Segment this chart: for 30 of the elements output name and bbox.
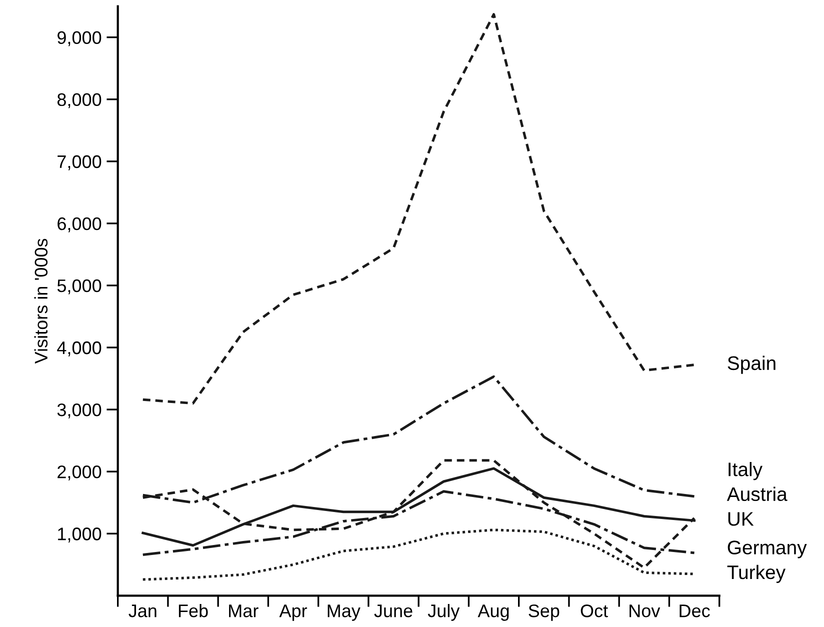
y-tick-label: 9,000 [58, 31, 102, 46]
series-label: Turkey [727, 564, 786, 583]
series-label: Germany [728, 540, 807, 558]
y-axis-title: Visitors in '000s [34, 238, 48, 364]
x-tick-label: Apr [279, 604, 308, 621]
x-tick-label: Dec [680, 604, 710, 618]
series-label: Austria [726, 486, 788, 502]
series-label: Italy [728, 462, 762, 480]
x-tick-label: Sep [528, 604, 560, 621]
line-series [142, 13, 696, 405]
y-tick-label: 5,000 [57, 279, 102, 294]
y-tick-label: 1,000 [58, 528, 102, 542]
y-tick-label: 3,000 [57, 403, 102, 418]
x-tick-label: June [374, 604, 412, 618]
x-tick-label: Oct [580, 604, 608, 618]
x-tick-label: Aug [478, 604, 509, 621]
y-tick-label: 4,000 [57, 341, 102, 356]
x-tick-label: May [328, 604, 360, 621]
y-tick-label: 2,000 [58, 466, 102, 480]
line-series [142, 528, 696, 581]
x-tick-label: Feb [178, 604, 208, 618]
y-tick-label: 7,000 [58, 155, 102, 170]
series-label: UK [728, 512, 754, 526]
series-label: Spain [728, 356, 776, 374]
x-tick-label: Jan [128, 604, 156, 618]
x-tick-label: July [428, 604, 460, 621]
x-tick-label: Nov [630, 604, 660, 618]
y-tick-label: 8,000 [57, 93, 102, 108]
x-tick-label: Mar [229, 604, 258, 618]
y-tick-label: 6,000 [58, 217, 102, 232]
